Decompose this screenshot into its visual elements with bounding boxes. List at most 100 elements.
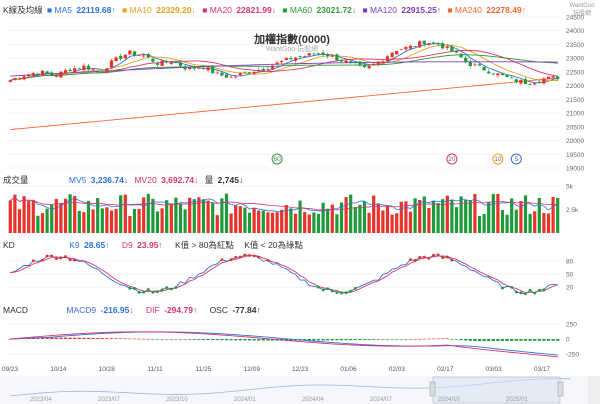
candle-body	[482, 67, 486, 71]
osc-bar	[289, 339, 293, 341]
ma-legend-item: ■ MA120 22915.25↑	[362, 5, 442, 15]
candle-body	[284, 57, 288, 60]
candle-body	[551, 76, 555, 78]
osc-bar	[450, 339, 454, 340]
osc-bar	[464, 339, 468, 341]
osc-bar	[45, 337, 49, 339]
candle-body	[289, 58, 293, 60]
osc-bar	[63, 337, 68, 339]
volume-bar	[146, 193, 150, 233]
volume-bar	[533, 211, 537, 233]
osc-bar	[68, 337, 72, 339]
mv5-line	[10, 197, 558, 213]
candle-body	[464, 57, 468, 62]
candle-body	[441, 43, 445, 49]
osc-bar	[312, 339, 316, 341]
volume-bar	[192, 199, 196, 233]
kd-low-dot	[528, 288, 532, 292]
osc-bar	[109, 338, 114, 339]
volume-bar	[551, 197, 555, 233]
candle-body	[224, 74, 229, 78]
volume-bar	[54, 198, 58, 233]
volume-bar	[399, 201, 403, 233]
kd-low-dot	[151, 290, 155, 294]
volume-bar	[487, 201, 491, 233]
candle-body	[266, 69, 270, 70]
candle-body	[436, 43, 440, 45]
kd-note-low: K值 < 20為綠點	[244, 240, 304, 250]
kd-high-dot	[220, 258, 224, 262]
osc-bar	[91, 337, 95, 339]
osc-bar	[349, 339, 353, 341]
price-axis-tick: 20500	[566, 124, 584, 131]
kd-low-dot	[156, 290, 159, 294]
kd-high-dot	[266, 258, 270, 262]
osc-bar	[220, 339, 224, 341]
k-line	[10, 254, 558, 295]
candle-body	[234, 76, 238, 78]
candle-body	[13, 78, 17, 81]
kd-high-dot	[68, 258, 72, 262]
osc-bar	[303, 339, 307, 341]
volume-bar	[500, 210, 505, 233]
volume-bar	[73, 195, 77, 233]
navigator-tick: 2023/10	[166, 397, 188, 403]
candle-body	[275, 62, 279, 65]
volume-bar	[464, 199, 468, 233]
volume-bar	[307, 214, 311, 233]
kd-high-dot	[64, 255, 67, 258]
volume-bar	[132, 208, 137, 233]
volume-bar	[358, 204, 362, 233]
osc-bar	[441, 338, 445, 340]
chart-title: 加權指數(0000)	[254, 34, 330, 46]
volume-bar	[344, 197, 348, 233]
candle-body	[353, 62, 357, 64]
candle-body	[362, 64, 367, 68]
candle-body	[395, 51, 399, 55]
candle-body	[330, 55, 334, 57]
navigator-tick: 2024/01	[234, 397, 256, 403]
d-legend: D9 23.95↑	[121, 240, 163, 250]
date-axis-tick: 10/28	[99, 366, 116, 373]
osc-bar	[270, 339, 275, 341]
volume-bar	[270, 212, 275, 233]
volume-bar	[284, 205, 288, 233]
osc-bar	[8, 339, 12, 340]
candle-body	[165, 61, 169, 63]
volume-bar	[349, 194, 353, 233]
marker-5-label: 5	[514, 156, 518, 163]
volume-bar	[473, 193, 477, 233]
osc-bar	[234, 339, 238, 341]
volume-bar	[459, 196, 463, 233]
volume-bar	[491, 194, 495, 233]
qty-legend: 量 2,745↓	[204, 175, 244, 185]
volume-bar	[422, 196, 426, 233]
osc-bar	[73, 337, 77, 339]
date-axis-tick: 01/06	[340, 366, 357, 373]
volume-bar	[385, 205, 390, 233]
volume-bar	[477, 215, 482, 233]
candle-body	[344, 60, 348, 63]
kd-low-dot	[349, 289, 353, 293]
candle-body	[109, 60, 114, 68]
volume-bar	[482, 213, 486, 233]
candle-body	[220, 72, 224, 76]
volume-bar	[519, 201, 523, 233]
osc-bar	[500, 339, 505, 341]
kd-low-dot	[335, 291, 339, 294]
volume-bar	[496, 193, 500, 233]
ma120-line	[10, 61, 558, 77]
osc-bar	[514, 339, 518, 341]
mv20-line	[10, 197, 558, 211]
navigator-tick: 2023/04	[30, 397, 52, 403]
navigator-tick: 2023/07	[98, 397, 120, 403]
candle-body	[142, 55, 146, 57]
candle-body	[385, 56, 390, 62]
kd-low-dot	[128, 286, 132, 290]
volume-bar	[335, 214, 339, 233]
macd-axis-tick: 0	[566, 337, 570, 344]
date-axis-tick: 10/14	[50, 366, 67, 373]
volume-bar	[220, 198, 224, 233]
osc-bar	[169, 339, 173, 340]
